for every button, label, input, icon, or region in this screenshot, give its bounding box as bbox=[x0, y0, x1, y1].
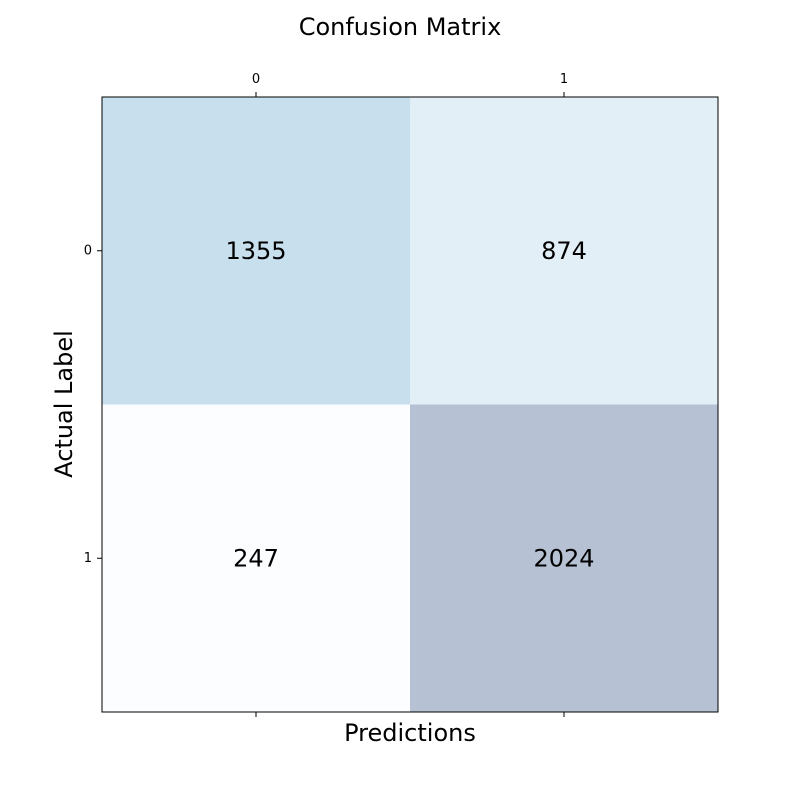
y-tick-label-1: 1 bbox=[84, 551, 92, 566]
x-tick-label-0: 0 bbox=[252, 72, 260, 87]
matrix-cells bbox=[102, 97, 718, 712]
y-tick-label-0: 0 bbox=[84, 243, 92, 258]
matrix-cell-labels: 1355 874 247 2024 bbox=[225, 237, 594, 573]
cell-value-1-0: 247 bbox=[233, 544, 279, 572]
matrix-cell-1-1 bbox=[410, 404, 718, 712]
x-tick-label-1: 1 bbox=[560, 72, 568, 87]
matrix-cell-0-1 bbox=[410, 97, 718, 405]
cell-value-0-0: 1355 bbox=[225, 237, 286, 265]
axis-ticks: 0 1 0 1 bbox=[84, 72, 568, 717]
cell-value-1-1: 2024 bbox=[533, 544, 594, 572]
matrix-cell-1-0 bbox=[102, 404, 410, 712]
x-axis-label: Predictions bbox=[344, 719, 476, 747]
matrix-cell-0-0 bbox=[102, 97, 410, 405]
y-axis-label: Actual Label bbox=[50, 330, 78, 478]
cell-value-0-1: 874 bbox=[541, 237, 587, 265]
chart-title: Confusion Matrix bbox=[299, 13, 502, 41]
plot-frame bbox=[101, 96, 719, 713]
